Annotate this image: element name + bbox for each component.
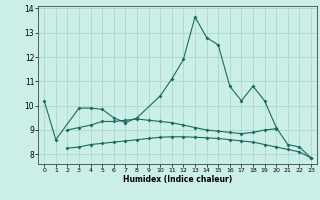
X-axis label: Humidex (Indice chaleur): Humidex (Indice chaleur) xyxy=(123,175,232,184)
